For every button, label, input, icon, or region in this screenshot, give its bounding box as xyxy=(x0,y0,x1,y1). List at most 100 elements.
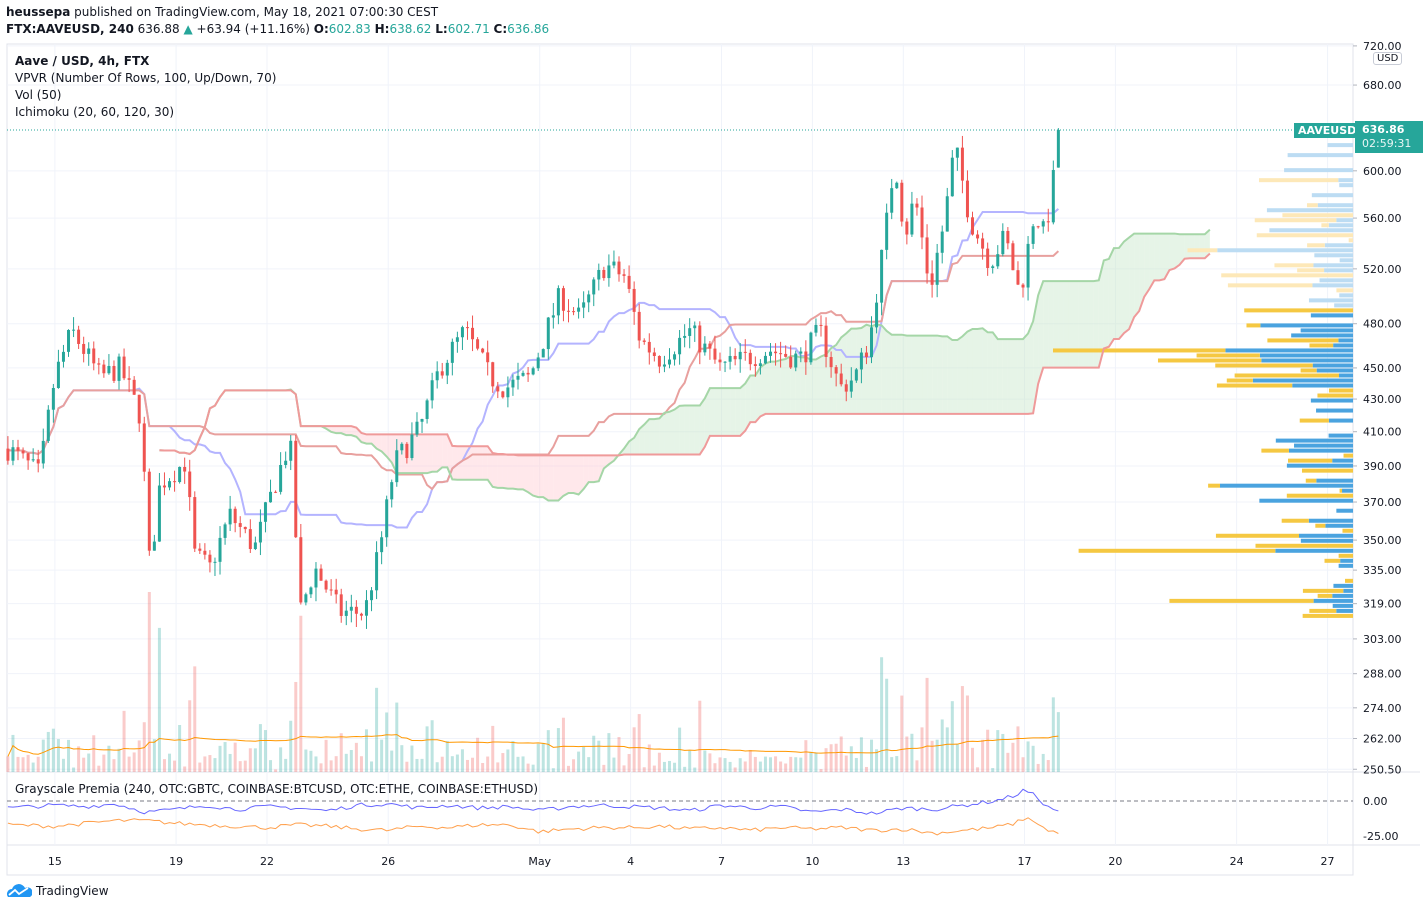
candle xyxy=(112,360,116,383)
candle-body xyxy=(642,340,646,342)
candle xyxy=(233,506,237,533)
candle-body xyxy=(203,550,207,555)
candle-body xyxy=(864,352,868,358)
legend-vol[interactable]: Vol (50) xyxy=(15,88,62,102)
candle-body xyxy=(496,386,500,392)
vpvr-down-bar xyxy=(1244,308,1353,313)
vpvr-up-bar xyxy=(1333,343,1353,348)
time-tick-label: 27 xyxy=(1321,855,1335,868)
candle-body xyxy=(51,387,55,410)
candle xyxy=(718,352,722,371)
candle-body xyxy=(678,337,682,355)
candle xyxy=(1036,225,1040,229)
volume-bar xyxy=(521,756,525,772)
cloud-segment xyxy=(442,434,448,468)
vpvr-down-bar xyxy=(1348,238,1353,243)
cloud-segment xyxy=(1139,233,1145,312)
candle-body xyxy=(748,352,752,365)
candle xyxy=(56,349,60,389)
price-tick-label: 350.00 xyxy=(1363,534,1402,547)
vpvr-up-bar xyxy=(1340,558,1353,563)
candle-body xyxy=(26,453,30,461)
vpvr-down-bar xyxy=(1343,453,1353,458)
volume-bar xyxy=(774,756,778,772)
volume-bar xyxy=(233,742,237,772)
cloud-segment xyxy=(1169,233,1175,271)
candle xyxy=(794,350,798,372)
candle-body xyxy=(147,471,151,551)
candle xyxy=(1021,283,1025,298)
candle-body xyxy=(359,613,363,616)
cloud-segment xyxy=(437,434,443,472)
volume-bar xyxy=(864,766,868,772)
volume-bar xyxy=(188,700,192,772)
vpvr-down-bar xyxy=(1258,178,1339,183)
candle xyxy=(738,342,742,373)
vpvr-down-bar xyxy=(1317,593,1333,598)
premia-tick-label: 0.00 xyxy=(1363,795,1388,808)
candle xyxy=(844,379,848,402)
volume-bar xyxy=(370,761,374,772)
premia-title[interactable]: Grayscale Premia (240, OTC:GBTC, COINBAS… xyxy=(15,782,539,796)
volume-bar xyxy=(799,757,803,772)
price-tick-label: 480.00 xyxy=(1363,318,1402,331)
candle xyxy=(753,356,757,377)
cloud-segment xyxy=(836,337,842,414)
candle-body xyxy=(784,353,788,357)
volume-bar xyxy=(652,765,656,772)
vpvr-down-bar xyxy=(1345,578,1353,583)
candle-body xyxy=(77,329,81,344)
vpvr-down-bar xyxy=(1246,323,1261,328)
candle-body xyxy=(112,365,116,381)
candle-body xyxy=(587,294,591,303)
legend-vpvr[interactable]: VPVR (Number Of Rows, 100, Up/Down, 70) xyxy=(15,71,277,85)
candle xyxy=(460,325,464,350)
volume-bar xyxy=(556,728,560,772)
legend-title[interactable]: Aave / USD, 4h, FTX xyxy=(15,54,150,68)
candle xyxy=(162,472,166,496)
publisher[interactable]: heussepa xyxy=(6,5,71,19)
candle xyxy=(390,479,394,508)
candle-body xyxy=(481,348,485,353)
candle xyxy=(809,331,813,365)
cloud-segment xyxy=(1174,233,1180,269)
candle-body xyxy=(1021,284,1025,288)
volume-bar xyxy=(971,747,975,772)
high-label: H: xyxy=(374,22,390,36)
candle xyxy=(955,147,959,171)
cloud-segment xyxy=(952,340,958,414)
candle xyxy=(678,329,682,365)
tradingview-logo[interactable]: TradingView xyxy=(6,884,109,898)
volume-bar xyxy=(289,720,293,772)
candle xyxy=(173,470,177,492)
candle xyxy=(632,281,636,325)
time-tick-label: 26 xyxy=(381,855,395,868)
candle xyxy=(965,170,969,223)
currency-label[interactable]: USD xyxy=(1373,52,1403,65)
cloud-segment xyxy=(730,388,736,436)
price-tick-label: 274.00 xyxy=(1363,702,1402,715)
candle xyxy=(1056,128,1060,168)
volume-bar xyxy=(223,742,227,772)
volume-bar xyxy=(26,754,30,772)
volume-bar xyxy=(1046,760,1050,772)
candle-body xyxy=(986,248,990,268)
candle-body xyxy=(617,261,621,275)
candle-body xyxy=(900,182,904,222)
candle xyxy=(294,435,298,539)
vpvr-up-bar xyxy=(1317,203,1353,208)
candle-body xyxy=(844,384,848,392)
volume-bar xyxy=(304,749,308,772)
cloud-segment xyxy=(810,359,816,414)
candle-body xyxy=(693,325,697,329)
candle xyxy=(521,370,525,377)
candle xyxy=(137,394,141,432)
volume-bar xyxy=(339,733,343,772)
cloud-segment xyxy=(947,336,953,414)
candle-body xyxy=(758,363,762,367)
cloud-segment xyxy=(977,328,983,414)
legend-ichimoku[interactable]: Ichimoku (20, 60, 120, 30) xyxy=(15,105,175,119)
candle xyxy=(385,495,389,547)
candle-body xyxy=(390,482,394,500)
